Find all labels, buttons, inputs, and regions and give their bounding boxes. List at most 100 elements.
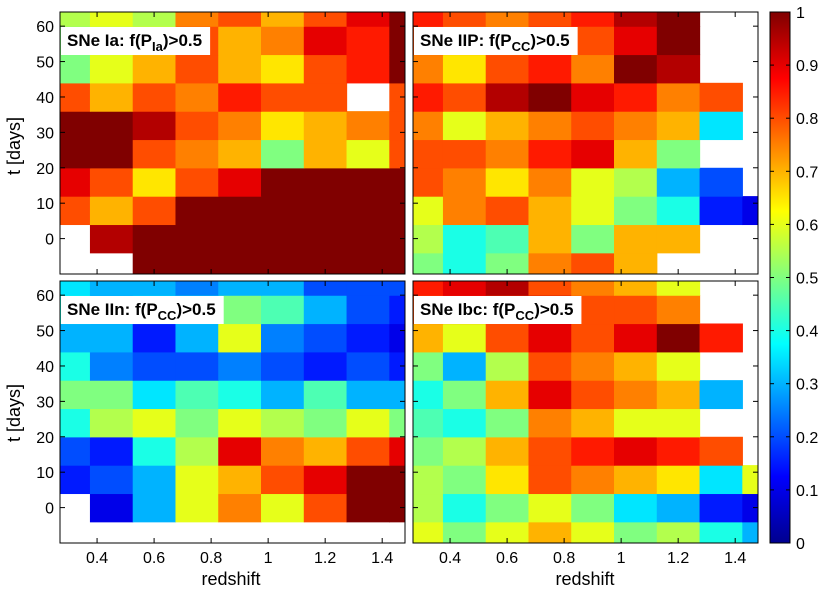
heatmap-cell [175, 167, 219, 197]
axes-frame [412, 11, 759, 275]
axes-frame [412, 280, 759, 544]
heatmap-cell [132, 323, 177, 353]
colorbar-tick-label: 0.2 [796, 430, 818, 447]
heatmap-cell [389, 224, 405, 254]
heatmap-cell [303, 196, 348, 226]
heatmap-cell [485, 54, 530, 84]
heatmap-cell [656, 139, 701, 169]
x-tick-label: 0.8 [200, 550, 222, 567]
heatmap-cell [389, 252, 405, 274]
heatmap-cell [60, 323, 91, 353]
heatmap-cell [346, 323, 390, 353]
panel-label-subscript: CC [515, 308, 534, 323]
heatmap-cell [614, 408, 658, 438]
heatmap-cell [442, 380, 487, 410]
heatmap-cell [413, 167, 444, 197]
heatmap-cell [303, 493, 348, 523]
heatmap-cell [175, 351, 219, 381]
x-tick-label: 1.4 [371, 550, 393, 567]
heatmap-cell [614, 252, 658, 274]
heatmap-cell [346, 436, 390, 466]
heatmap-cell [261, 493, 305, 523]
y-axis-label-top: t [days] [4, 117, 24, 175]
heatmap-cell [485, 408, 530, 438]
heatmap-cell [442, 54, 487, 84]
heatmap-cell [218, 436, 262, 466]
heatmap-cell [656, 436, 701, 466]
heatmap-cell [303, 167, 348, 197]
heatmap-cell [413, 323, 444, 353]
heatmap-cell [303, 224, 348, 254]
heatmap-cell [614, 196, 658, 226]
heatmap-cell [218, 82, 262, 112]
panel-sne-ibc: 0.4 0.6 0.8 1 1.2 1.4 SNe Ibc: f(PCC)>0.5 [412, 280, 759, 567]
heatmap-cell [60, 111, 91, 141]
heatmap-cell [413, 281, 444, 296]
heatmap-cell [571, 436, 615, 466]
heatmap-cell [303, 380, 348, 410]
svg-text:SNe IIn: f(PCC)>0.5: SNe IIn: f(PCC)>0.5 [67, 300, 216, 323]
panel-label-main: SNe IIn: f(P [67, 300, 158, 319]
heatmap-cell [261, 26, 305, 56]
heatmap-cell [175, 408, 219, 438]
colorbar-tick-label: 0.6 [796, 217, 818, 234]
panel-label-subscript: Ia [152, 39, 164, 54]
heatmap-cell [485, 252, 530, 274]
heatmap-cell [346, 139, 390, 169]
x-tick-label: 1.2 [667, 550, 689, 567]
heatmap-cell [89, 408, 134, 438]
panel-label: SNe IIP: f(PCC)>0.5 [414, 27, 578, 55]
panel-label-end: )>0.5 [534, 300, 573, 319]
heatmap-cell [413, 139, 444, 169]
heatmap-cell [175, 54, 219, 84]
heatmap-cell [413, 111, 444, 141]
x-tick-label: 1.4 [724, 550, 746, 567]
heatmap-cell [442, 493, 487, 523]
heatmap-cell [485, 465, 530, 495]
heatmap-cell [485, 323, 530, 353]
y-tick-label: 0 [45, 501, 54, 518]
heatmap-cell [389, 139, 405, 169]
heatmap-cell [571, 493, 615, 523]
heatmap-cell [218, 111, 262, 141]
heatmap-cell [614, 465, 658, 495]
heatmap-cell [571, 54, 615, 84]
heatmap-cell [89, 167, 134, 197]
heatmap-cell [389, 167, 405, 197]
heatmap-cell [218, 323, 262, 353]
heatmap-cell [413, 12, 444, 27]
heatmap-cell [614, 139, 658, 169]
x-tick-label: 0.6 [496, 550, 518, 567]
heatmap-cell [571, 323, 615, 353]
heatmap-cell [132, 465, 177, 495]
heatmap-cell [485, 281, 530, 296]
heatmap-cell [389, 408, 405, 438]
colorbar-tick-label: 1 [796, 5, 805, 22]
heatmap-cell [303, 281, 348, 296]
heatmap-cell [346, 281, 390, 296]
colorbar-ticks: 0 0.1 0.2 0.3 0.4 0.5 0.6 0.7 0.8 0.9 1 [770, 5, 818, 553]
heatmap-cell [389, 12, 405, 27]
heatmap-cell [571, 408, 615, 438]
heatmap-cell [571, 26, 615, 56]
colorbar-tick-label: 0.4 [796, 324, 818, 341]
heatmap-cell [303, 323, 348, 353]
heatmap-cell [132, 82, 177, 112]
heatmap-cell [132, 111, 177, 141]
heatmap-cell [485, 82, 530, 112]
heatmap-cell [571, 12, 615, 27]
heatmap-cell [614, 224, 658, 254]
axes-frame [59, 280, 406, 544]
axes-frame [59, 11, 406, 275]
heatmap-cell [389, 295, 405, 325]
heatmap-cell [571, 380, 615, 410]
heatmap-cell [261, 465, 305, 495]
heatmap-cell [60, 12, 91, 27]
heatmap-cell [699, 323, 743, 353]
heatmap-cell [175, 281, 219, 296]
heatmap-cell [60, 380, 91, 410]
heatmap-cell [261, 54, 305, 84]
heatmap-cell [303, 12, 348, 27]
heatmap-cell [413, 493, 444, 523]
heatmap-cell [89, 351, 134, 381]
